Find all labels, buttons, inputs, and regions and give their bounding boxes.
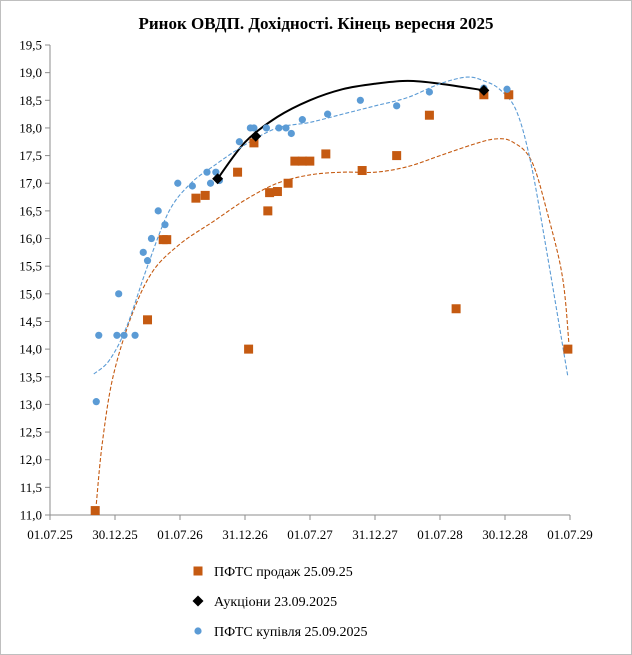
y-tick-label: 13,5	[19, 369, 42, 384]
y-tick-label: 11,0	[20, 508, 42, 523]
y-tick-label: 18,0	[19, 120, 42, 135]
data-point	[321, 149, 331, 159]
legend-marker	[192, 595, 204, 607]
y-tick-label: 17,5	[19, 148, 42, 163]
data-point	[233, 167, 243, 177]
data-point	[249, 138, 259, 148]
data-point	[272, 187, 282, 197]
x-tick-label: 01.07.26	[157, 527, 203, 542]
data-point	[244, 344, 254, 354]
data-point	[305, 156, 315, 166]
data-point	[162, 235, 172, 245]
data-point	[143, 315, 153, 325]
data-point	[425, 88, 434, 96]
data-point	[275, 124, 283, 132]
legend-marker	[194, 627, 202, 635]
data-point	[424, 110, 434, 120]
y-tick-label: 16,0	[19, 231, 42, 246]
legend-label: ПФТС купівля 25.09.2025	[214, 625, 368, 640]
x-tick-label: 01.07.28	[417, 527, 463, 542]
data-point	[161, 221, 169, 229]
y-tick-label: 14,0	[19, 342, 42, 357]
data-point	[263, 206, 273, 216]
data-point	[212, 173, 224, 185]
data-point	[287, 129, 295, 138]
data-point	[147, 234, 156, 243]
data-point	[503, 85, 511, 93]
data-point	[188, 182, 196, 190]
legend: ПФТС продаж 25.09.25 Аукціони 23.09.2025 П…	[192, 565, 368, 640]
data-point	[357, 166, 367, 176]
legend-label: ПФТС продаж 25.09.25	[214, 565, 353, 580]
chart-title: Ринок ОВДП. Дохідності. Кінець вересня 2…	[138, 14, 493, 33]
y-tick-label: 14,5	[19, 314, 42, 329]
data-point	[393, 102, 401, 110]
trendline	[95, 138, 570, 504]
data-point	[139, 248, 147, 256]
data-point	[262, 124, 270, 132]
x-tick-label: 30.12.28	[482, 527, 528, 542]
y-tick-label: 11,5	[20, 480, 42, 495]
data-point	[563, 344, 573, 354]
trendlines	[93, 76, 570, 504]
data-point	[298, 116, 306, 124]
data-points	[90, 84, 573, 516]
y-tick-label: 19,5	[19, 38, 42, 53]
data-point	[191, 193, 201, 203]
data-point	[265, 188, 275, 198]
axes: 11,0 11,5 12,0 12,5 13,0 13,5 14,0 14,5 15,0 15,5…	[19, 38, 593, 543]
data-point	[283, 178, 293, 188]
trendline	[216, 79, 485, 180]
data-point	[143, 257, 152, 265]
y-tick-label: 12,0	[19, 452, 42, 467]
data-point	[235, 138, 243, 146]
y-tick-label: 19,0	[19, 65, 42, 80]
data-point	[282, 124, 290, 132]
y-tick-label: 15,0	[19, 286, 42, 301]
data-point	[120, 331, 128, 339]
data-point	[250, 130, 262, 142]
data-point	[392, 151, 402, 161]
x-tick-label: 31.12.27	[352, 527, 398, 542]
legend-label: Аукціони 23.09.2025	[214, 595, 337, 610]
data-point	[154, 207, 162, 215]
data-point	[203, 168, 211, 176]
x-tick-label: 01.07.29	[547, 527, 593, 542]
data-point	[356, 96, 364, 104]
x-tick-label: 31.12.26	[222, 527, 268, 542]
x-tick-label: 01.07.25	[27, 527, 73, 542]
y-tick-label: 13,0	[19, 397, 42, 412]
x-tick-label: 30.12.25	[92, 527, 138, 542]
data-point	[174, 179, 182, 187]
data-point	[324, 110, 332, 118]
data-point	[92, 398, 100, 406]
data-point	[250, 124, 258, 132]
data-point	[206, 179, 215, 187]
trendline	[93, 76, 569, 377]
data-point	[113, 331, 121, 339]
data-point	[115, 290, 123, 298]
y-tick-label: 17,0	[19, 176, 42, 191]
legend-marker	[193, 566, 203, 576]
y-tick-label: 16,5	[19, 203, 42, 218]
y-tick-label: 18,5	[19, 93, 42, 108]
y-tick-label: 12,5	[19, 425, 42, 440]
data-point	[290, 156, 300, 166]
data-point	[478, 84, 490, 96]
y-tick-label: 15,5	[19, 259, 42, 274]
data-point	[95, 331, 103, 339]
data-point	[297, 156, 307, 166]
data-point	[200, 190, 210, 200]
data-point	[504, 90, 514, 100]
data-point	[131, 331, 139, 339]
data-point	[451, 304, 461, 314]
data-point	[90, 506, 100, 516]
x-tick-label: 01.07.27	[287, 527, 333, 542]
